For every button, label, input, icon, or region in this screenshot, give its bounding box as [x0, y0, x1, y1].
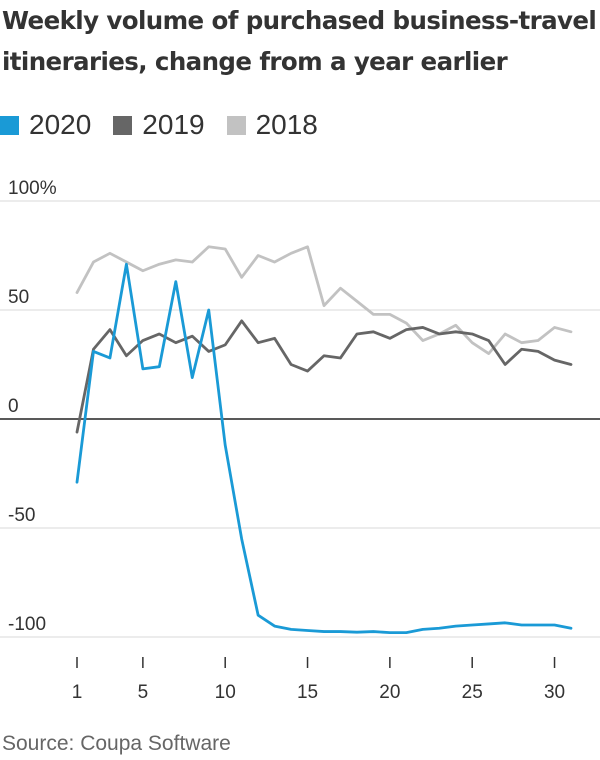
x-tick-label: 5	[138, 682, 149, 703]
legend-swatch-2018	[226, 115, 246, 135]
x-tick-label: 10	[215, 682, 236, 703]
legend-item-2019: 2019	[113, 109, 205, 141]
y-tick-label: 50	[8, 287, 29, 308]
legend-swatch-2020	[0, 115, 19, 135]
chart-title: Weekly volume of purchased business-trav…	[2, 6, 597, 76]
series-line-2018	[75, 245, 573, 356]
x-tick-label: 20	[379, 682, 400, 703]
source-note: Source: Coupa Software	[2, 732, 231, 755]
y-tick-label: -100	[8, 614, 46, 635]
legend-swatch-2019	[113, 115, 133, 135]
x-tick-label: 30	[544, 682, 565, 703]
legend-item-2018: 2018	[226, 109, 318, 141]
legend-label-2020: 2020	[29, 109, 92, 140]
legend-label-2018: 2018	[255, 109, 318, 140]
y-tick-label: 0	[8, 396, 19, 417]
y-tick-label: -50	[8, 505, 35, 526]
legend: 2020 2019 2018	[0, 108, 340, 142]
series-line-2019	[75, 319, 573, 434]
y-tick-label: 100%	[8, 178, 57, 199]
x-tick-label: 15	[297, 682, 318, 703]
series-line-2020	[75, 262, 573, 635]
legend-item-2020: 2020	[0, 109, 91, 141]
x-tick-label: 1	[72, 682, 83, 703]
legend-label-2019: 2019	[142, 109, 205, 140]
x-tick-label: 25	[462, 682, 483, 703]
